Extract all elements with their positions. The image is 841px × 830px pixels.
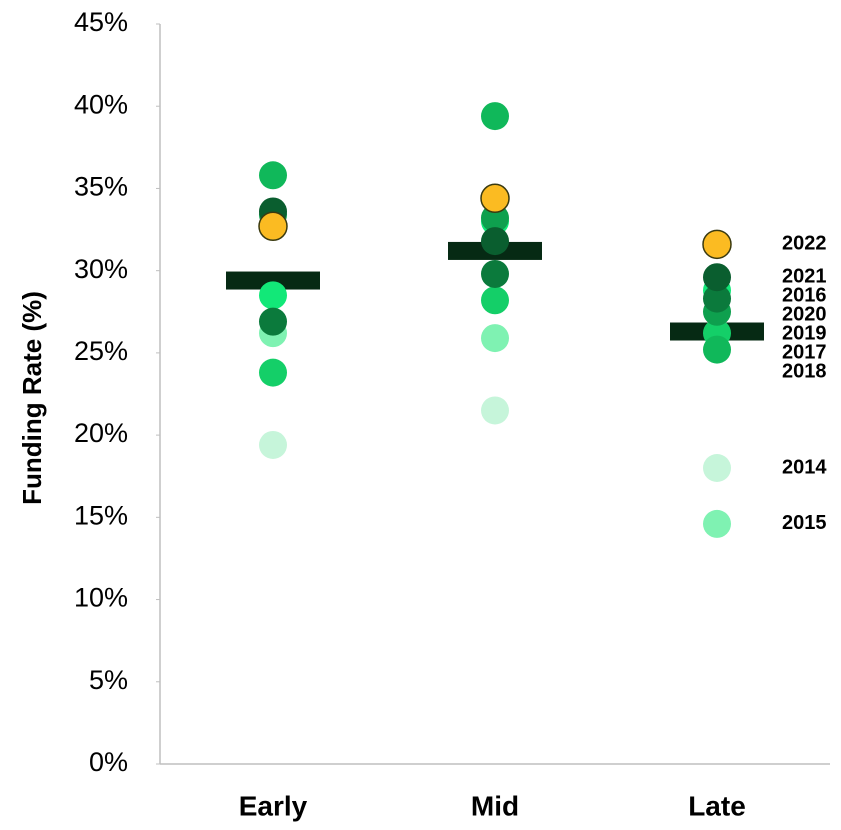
dot [481, 102, 509, 131]
x-tick-label: Early [239, 790, 308, 821]
dot [703, 509, 731, 538]
x-tick-label: Late [688, 790, 746, 821]
dot [480, 183, 510, 214]
legend-label: 2018 [782, 361, 827, 383]
y-tick-label: 5% [89, 665, 128, 695]
dot [703, 284, 731, 313]
y-tick-label: 40% [74, 89, 128, 119]
dot [259, 281, 287, 310]
dot [481, 396, 509, 425]
legend-label: 2021 [782, 266, 827, 288]
legend-label: 2015 [782, 512, 827, 534]
legend-label: 2016 [782, 285, 827, 307]
dot [703, 454, 731, 482]
y-tick-label: 15% [74, 500, 128, 530]
y-axis-title: Funding Rate (%) [17, 291, 47, 505]
y-tick-label: 20% [74, 418, 128, 448]
y-tick-label: 0% [89, 747, 128, 777]
mean-bar [226, 271, 320, 290]
dot [258, 211, 288, 242]
y-tick-label: 10% [74, 583, 128, 613]
dot [481, 286, 509, 315]
y-tick-label: 35% [74, 172, 128, 202]
y-tick-label: 30% [74, 254, 128, 284]
legend-label: 2020 [782, 304, 827, 326]
legend-label: 2014 [782, 456, 827, 478]
dot [703, 335, 731, 364]
dot [259, 358, 287, 387]
x-tick-label: Mid [471, 790, 519, 821]
legend-label: 2019 [782, 323, 827, 345]
dot [481, 227, 509, 256]
dot [703, 263, 731, 292]
dot [259, 430, 287, 459]
dot [481, 324, 509, 353]
dot [702, 229, 732, 260]
dot [481, 259, 509, 288]
legend-label: 2017 [782, 342, 827, 364]
y-tick-label: 45% [74, 7, 128, 37]
dot [259, 307, 287, 336]
legend-label: 2022 [782, 233, 827, 255]
y-tick-label: 25% [74, 336, 128, 366]
dot [259, 161, 287, 190]
